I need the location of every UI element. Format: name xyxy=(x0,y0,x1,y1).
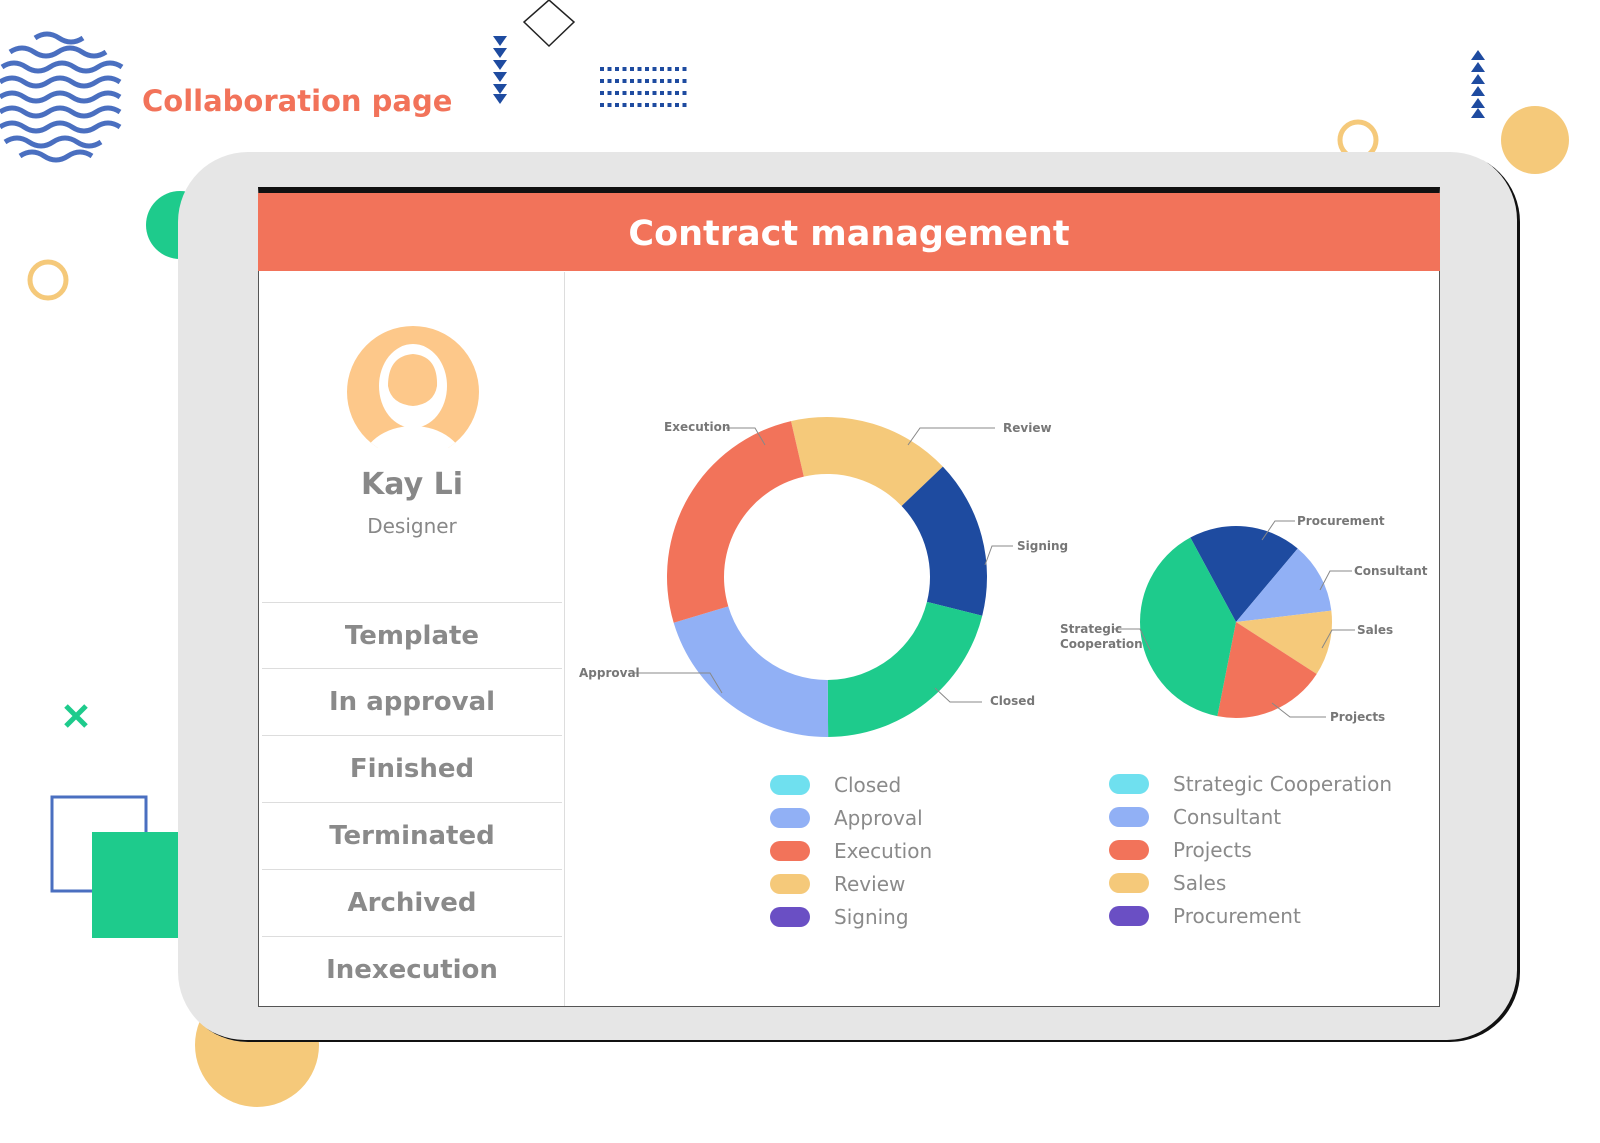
legend-swatch xyxy=(1109,873,1149,893)
legend-swatch xyxy=(770,841,810,861)
ring-decoration xyxy=(27,259,69,301)
page-title: Collaboration page xyxy=(142,84,453,118)
sidebar: Kay Li Designer Template In approval Fin… xyxy=(262,272,565,1006)
slice-approval xyxy=(673,606,829,738)
legend-item: Consultant xyxy=(1109,805,1281,829)
legend-label: Review xyxy=(834,872,906,896)
pie-chart xyxy=(1140,526,1332,718)
legend-item: Execution xyxy=(770,839,932,863)
legend-item: Review xyxy=(770,872,905,896)
triangles-down-decoration xyxy=(493,36,507,104)
legend-label: Signing xyxy=(834,905,909,929)
legend-label: Execution xyxy=(834,839,933,863)
slice-execution xyxy=(667,421,804,623)
dot-grid-decoration xyxy=(600,67,687,107)
sidebar-item-finished[interactable]: Finished xyxy=(262,735,562,802)
label-approval: Approval xyxy=(579,666,640,680)
legend-item: Approval xyxy=(770,806,923,830)
legend-item: Strategic Cooperation xyxy=(1109,772,1392,796)
sidebar-item-template[interactable]: Template xyxy=(262,602,562,669)
slice-projects xyxy=(1217,622,1317,718)
legend-swatch xyxy=(770,874,810,894)
legend-swatch xyxy=(1109,840,1149,860)
legend-item: Signing xyxy=(770,905,909,929)
slice-strategic-cooperation xyxy=(1140,537,1236,717)
label-procurement: Procurement xyxy=(1297,514,1385,528)
label-review: Review xyxy=(1003,421,1052,435)
sidebar-item-in-approval[interactable]: In approval xyxy=(262,668,562,735)
circle-decoration xyxy=(1501,106,1569,174)
slice-procurement xyxy=(1190,526,1298,622)
slice-signing xyxy=(901,466,987,616)
legend-swatch xyxy=(770,907,810,927)
label-consultant: Consultant xyxy=(1354,564,1428,578)
label-signing: Signing xyxy=(1017,539,1069,553)
legend-item: Sales xyxy=(1109,871,1226,895)
legend-label: Procurement xyxy=(1173,904,1301,928)
legend-swatch xyxy=(1109,807,1149,827)
diamond-decoration xyxy=(522,0,576,48)
cross-decoration xyxy=(64,704,88,728)
slice-review xyxy=(791,416,943,506)
label-strategic-cooperation: Strategic Cooperation xyxy=(1060,622,1143,651)
sidebar-item-inexecution[interactable]: Inexecution xyxy=(262,936,562,1003)
square-decoration xyxy=(92,832,192,938)
slice-sales xyxy=(1236,610,1332,675)
donut-chart xyxy=(667,416,987,738)
legend-swatch xyxy=(1109,906,1149,926)
sidebar-item-terminated[interactable]: Terminated xyxy=(262,802,562,869)
sidebar-item-archived[interactable]: Archived xyxy=(262,869,562,936)
legend-label: Strategic Cooperation xyxy=(1173,772,1392,796)
legend-label: Projects xyxy=(1173,838,1252,862)
legend-label: Approval xyxy=(834,806,923,830)
wave-circle-decoration xyxy=(0,31,124,163)
leader-lines xyxy=(634,427,1355,718)
header-title: Contract management xyxy=(258,193,1440,271)
legend-label: Closed xyxy=(834,773,902,797)
triangles-up-decoration xyxy=(1471,50,1485,118)
legend-label: Sales xyxy=(1173,871,1227,895)
slice-closed xyxy=(827,601,983,737)
legend-item: Procurement xyxy=(1109,904,1301,928)
label-closed: Closed xyxy=(990,694,1036,708)
user-avatar-icon xyxy=(347,326,479,448)
legend-swatch xyxy=(770,775,810,795)
legend-swatch xyxy=(770,808,810,828)
profile-name: Kay Li xyxy=(361,467,463,502)
label-sales: Sales xyxy=(1357,623,1394,637)
label-projects: Projects xyxy=(1330,710,1386,724)
legend-label: Consultant xyxy=(1173,805,1282,829)
slice-consultant xyxy=(1236,548,1332,622)
legend-item: Closed xyxy=(770,773,901,797)
profile-role: Designer xyxy=(367,514,457,538)
legend-item: Projects xyxy=(1109,838,1252,862)
legend-swatch xyxy=(1109,774,1149,794)
label-execution: Execution xyxy=(664,420,731,434)
